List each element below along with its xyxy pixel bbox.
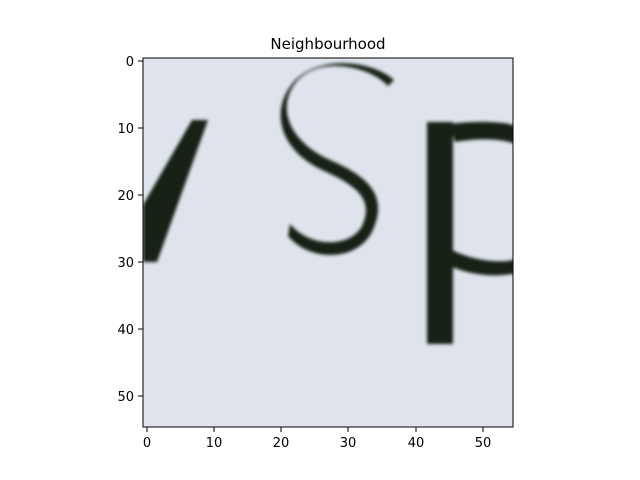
slash-glyph [143, 120, 208, 262]
p-bowl-bottom [450, 250, 513, 276]
x-tick-label: 20 [273, 436, 290, 451]
x-axis: 0 10 20 30 40 50 [143, 427, 491, 451]
y-axis: 0 10 20 30 40 50 [117, 55, 143, 405]
y-tick-label: 30 [117, 256, 134, 271]
y-tick-label: 40 [117, 323, 134, 338]
y-tick-label: 20 [117, 189, 134, 204]
x-tick-label: 10 [206, 436, 223, 451]
s-glyph [280, 63, 394, 256]
x-tick-label: 0 [143, 436, 151, 451]
p-stem [427, 122, 453, 344]
y-tick-label: 50 [117, 390, 134, 405]
y-tick-label: 0 [126, 55, 134, 70]
p-bowl [450, 121, 513, 144]
y-tick-label: 10 [117, 122, 134, 137]
image-area [143, 58, 513, 427]
x-tick-label: 50 [475, 436, 492, 451]
plot-title: Neighbourhood [270, 35, 385, 53]
axes-frame [142, 57, 514, 428]
image-glyphs [143, 63, 513, 344]
x-tick-label: 40 [408, 436, 425, 451]
x-tick-label: 30 [340, 436, 357, 451]
